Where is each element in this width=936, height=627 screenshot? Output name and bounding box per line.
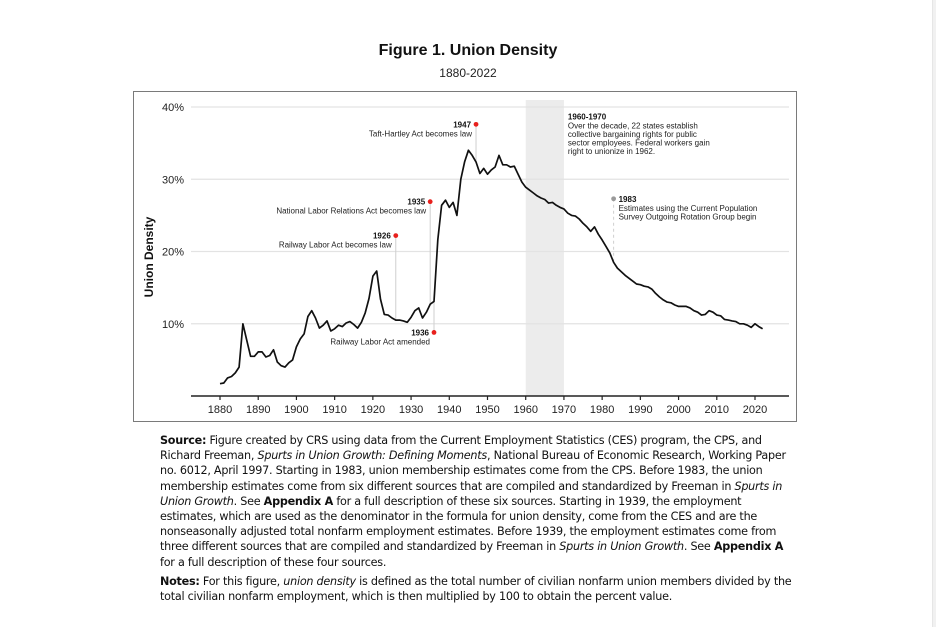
annotation-year: 1947 bbox=[453, 120, 471, 129]
vertical-scrollbar[interactable] bbox=[932, 0, 936, 627]
annotation-year: 1926 bbox=[373, 232, 391, 241]
x-tick-label: 2020 bbox=[743, 404, 767, 416]
annotation-text: Railway Labor Act becomes law bbox=[279, 241, 392, 250]
y-tick-label: 30% bbox=[162, 174, 184, 186]
notes-text: For this figure, bbox=[199, 574, 284, 588]
chart-frame: 10% 20% 30% 40% 1880 1890 1900 1910 1920 1930 1940… bbox=[133, 91, 797, 422]
source-text: for a full description of these six sour… bbox=[160, 494, 777, 554]
annotation-text: right to unionize in 1962. bbox=[568, 147, 655, 156]
x-tick-label: 1960 bbox=[513, 404, 537, 416]
appendix-a-reference: Appendix A bbox=[263, 494, 334, 508]
source-text: for a full description of these four sou… bbox=[160, 555, 387, 569]
source-text: Figure created by CRS using data from th… bbox=[160, 434, 762, 463]
annotation-text: Estimates using the Current Population bbox=[619, 204, 758, 213]
y-axis-label: Union Density bbox=[142, 216, 156, 297]
annotation-year: 1936 bbox=[411, 328, 429, 337]
figure-title: Figure 1. Union Density bbox=[378, 42, 558, 59]
x-tick-label: 1930 bbox=[399, 404, 423, 416]
shaded-region-1960-1970 bbox=[525, 100, 564, 396]
source-text: . See bbox=[683, 540, 714, 554]
x-tick-label: 1880 bbox=[208, 404, 232, 416]
source-label: Source: bbox=[160, 434, 207, 447]
annotation-text: Over the decade, 22 states establish bbox=[568, 121, 698, 130]
x-tick-label: 1970 bbox=[552, 404, 576, 416]
x-tick-label: 1990 bbox=[628, 404, 652, 416]
y-tick-label: 40% bbox=[162, 102, 184, 114]
source-paragraph: Source: Figure created by CRS using data… bbox=[160, 433, 796, 570]
notes-term-italic: union density bbox=[283, 574, 356, 588]
source-text: , National Bureau of Economic Research, … bbox=[160, 449, 786, 493]
union-density-chart: 10% 20% 30% 40% 1880 1890 1900 1910 1920 1930 1940… bbox=[142, 100, 789, 416]
annotation-marker bbox=[431, 330, 437, 335]
notes-text: is defined as the total number of civili… bbox=[160, 574, 792, 604]
x-tick-label: 1940 bbox=[437, 404, 461, 416]
annotation-year: 1983 bbox=[619, 195, 637, 204]
annotation-marker bbox=[611, 196, 617, 202]
x-tick-label: 2010 bbox=[705, 404, 729, 416]
y-tick-label: 10% bbox=[162, 319, 184, 331]
annotation-marker bbox=[427, 199, 433, 205]
figure-notes: Source: Figure created by CRS using data… bbox=[160, 433, 796, 608]
annotation-text: Railway Labor Act amended bbox=[330, 337, 430, 346]
x-tick-label: 1890 bbox=[246, 404, 270, 416]
x-tick-label: 1980 bbox=[590, 404, 614, 416]
appendix-a-reference: Appendix A bbox=[713, 540, 784, 554]
x-tick-label: 1900 bbox=[284, 404, 308, 416]
source-title-italic: Spurts in Union Growth bbox=[559, 540, 684, 554]
annotation-text: Taft-Hartley Act becomes law bbox=[369, 129, 472, 138]
y-tick-label: 20% bbox=[162, 247, 184, 259]
x-tick-label: 1920 bbox=[361, 404, 385, 416]
figure-subtitle: 1880-2022 bbox=[439, 66, 497, 80]
annotation-text: Survey Outgoing Rotation Group begin bbox=[619, 212, 757, 221]
source-title-italic: Spurts in Union Growth bbox=[160, 479, 783, 508]
x-tick-label: 2000 bbox=[666, 404, 690, 416]
annotation-text: collective bargaining rights for public bbox=[568, 130, 697, 139]
notes-label: Notes: bbox=[160, 574, 200, 588]
x-tick-label: 1910 bbox=[322, 404, 346, 416]
annotation-marker bbox=[473, 121, 479, 127]
annotation-text: sector employees. Federal workers gain bbox=[568, 139, 710, 148]
source-title-italic: Spurts in Union Growth: Defining Moments bbox=[257, 449, 488, 463]
annotation-marker bbox=[393, 233, 399, 239]
source-text: . See bbox=[233, 494, 264, 508]
series-line-union-density bbox=[219, 149, 764, 385]
annotation-text: National Labor Relations Act becomes law bbox=[276, 207, 426, 216]
annotation-year: 1960-1970 bbox=[568, 112, 607, 121]
notes-paragraph: Notes: For this figure, union density is… bbox=[160, 574, 796, 604]
x-tick-label: 1950 bbox=[475, 404, 499, 416]
annotation-year: 1935 bbox=[407, 198, 425, 207]
